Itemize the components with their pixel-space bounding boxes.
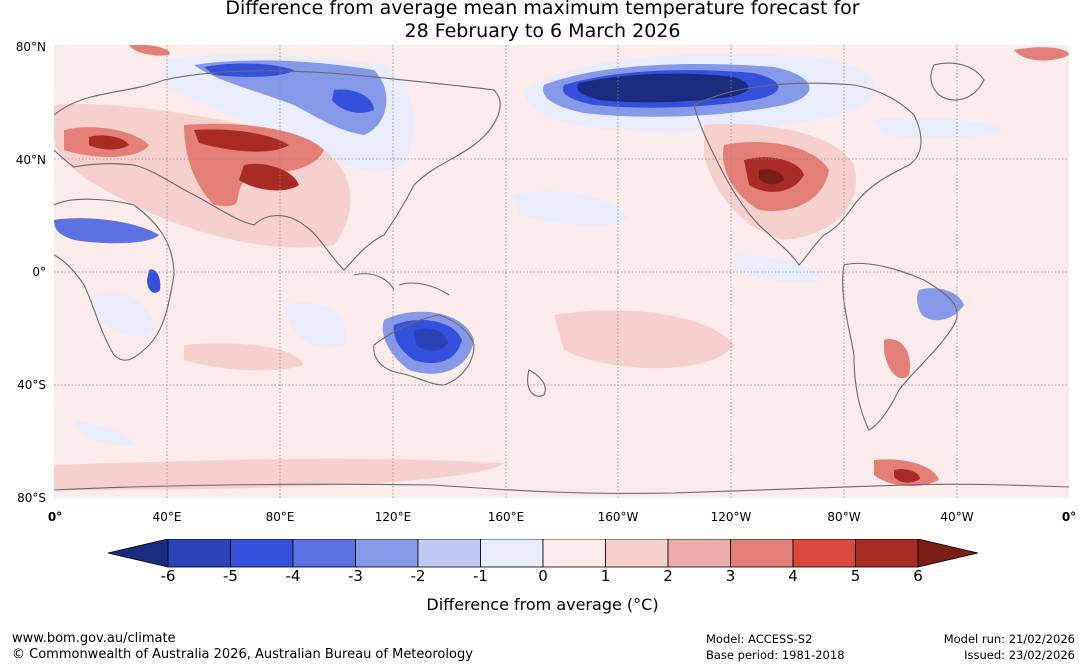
- lat-label-80n: 80°N: [15, 40, 46, 54]
- anomaly-core-central-asia: [194, 129, 299, 191]
- footer-copyright: © Commonwealth of Australia 2026, Austra…: [12, 647, 473, 662]
- colorbar-segment: [167, 539, 231, 568]
- colorbar-extend-low: [108, 539, 169, 568]
- lat-label-0: 0°: [32, 265, 46, 279]
- anomaly-core-australia: [414, 328, 448, 351]
- coastline-greenland: [930, 62, 985, 101]
- footer-model: Model: ACCESS-S2: [706, 632, 813, 646]
- anomaly-patch-pacific-sw: [734, 255, 824, 282]
- footer-issued: Issued: 23/02/2026: [964, 648, 1075, 662]
- footer-url: www.bom.gov.au/climate: [12, 631, 176, 646]
- coastlines: [54, 62, 1069, 494]
- map-title-line1: Difference from average mean maximum tem…: [225, 0, 860, 19]
- colorbar-segment: [605, 539, 669, 568]
- colorbar-tick-label: -2: [410, 567, 426, 585]
- colorbar-tick-label: 4: [788, 567, 798, 585]
- anomaly-patch-east-africa: [147, 269, 161, 293]
- anomaly-patch-southern-ocean: [54, 458, 504, 490]
- lon-label-40w: 40°W: [940, 510, 974, 524]
- anomaly-patch-indian-ocean: [184, 343, 304, 371]
- colorbar-tick-label: 1: [600, 567, 611, 585]
- graticule: [54, 45, 1069, 498]
- colorbar-segment: [417, 539, 481, 568]
- colorbar-tick-label: -6: [160, 567, 176, 585]
- colorbar-title: Difference from average (°C): [426, 595, 659, 614]
- coastline-europe-asia: [54, 70, 501, 271]
- footer-base-period: Base period: 1981-2018: [706, 648, 845, 662]
- colorbar-tick-label: 2: [663, 567, 673, 585]
- temperature-anomaly-map: [54, 45, 1069, 498]
- anomaly-patch-atlantic: [874, 117, 1004, 139]
- colorbar-segment: [730, 539, 794, 568]
- map-canvas: [54, 45, 1069, 498]
- lat-label-40n: 40°N: [15, 153, 46, 167]
- colorbar-tick-label: -1: [473, 567, 488, 585]
- lon-label-80w: 80°W: [827, 510, 861, 524]
- colorbar-extend-high: [917, 539, 978, 568]
- coastline-south-america: [842, 262, 958, 431]
- colorbar-tick-label: 3: [725, 567, 736, 585]
- lon-label-40e: 40°E: [152, 510, 182, 524]
- lon-label-160w: 160°W: [597, 510, 639, 524]
- anomaly-core-siberia: [204, 63, 374, 113]
- anomaly-patch-siberia-moderate: [194, 60, 387, 135]
- coastline-north-america: [693, 82, 922, 266]
- lon-label-80e: 80°E: [265, 510, 295, 524]
- anomaly-patch-africa-cold: [54, 218, 159, 244]
- coastline-antarctica: [54, 483, 1069, 494]
- anomaly-patch-pacific-south: [554, 310, 734, 369]
- colorbar-segment: [292, 539, 356, 568]
- anomaly-patch-tropical-pacific: [514, 191, 629, 226]
- lon-label-120w: 120°W: [710, 510, 752, 524]
- coastline-new-zealand: [527, 369, 546, 397]
- colorbar: [108, 539, 978, 568]
- coastline-maritime-continent: [353, 273, 450, 296]
- colorbar-tick-label: -4: [285, 567, 301, 585]
- colorbar-segment: [355, 539, 419, 568]
- lon-label-0-right: 0°: [1061, 510, 1077, 524]
- colorbar-tick-label: 6: [913, 567, 923, 585]
- colorbar-segment: [542, 539, 606, 568]
- colorbar-segment: [855, 539, 919, 568]
- colorbar-tick-label: 5: [850, 567, 861, 585]
- anomaly-patch-eastern-brazil: [917, 288, 964, 321]
- anomaly-core-southern-usa-center: [759, 169, 784, 185]
- anomaly-patch-south-atlantic: [74, 420, 134, 446]
- map-title-line2: 28 February to 6 March 2026: [404, 20, 681, 42]
- colorbar-segment: [667, 539, 731, 568]
- anomaly-core-eastern-europe: [89, 135, 129, 150]
- lat-label-80s: 80°S: [17, 491, 46, 505]
- anomaly-patch-south-pacific: [284, 302, 346, 348]
- colorbar-tick-label: -3: [348, 567, 363, 585]
- colorbar-tick-label: 0: [538, 567, 548, 585]
- anomaly-core-canada: [577, 73, 749, 103]
- colorbar-segment: [480, 539, 544, 568]
- coastline-africa: [54, 198, 175, 361]
- lon-label-0-left: 0°: [47, 510, 63, 524]
- anomaly-patch-africa-west: [94, 291, 154, 336]
- lon-label-120e: 120°E: [374, 510, 412, 524]
- colorbar-tick-label: -5: [223, 567, 238, 585]
- map-title: Difference from average mean maximum tem…: [0, 0, 1085, 43]
- footer-model-run: Model run: 21/02/2026: [943, 632, 1075, 646]
- anomaly-core-antarctic-peninsula: [894, 469, 920, 483]
- colorbar-segment: [792, 539, 856, 568]
- coastline-australia: [373, 314, 475, 386]
- colorbar-segment: [230, 539, 294, 568]
- lon-label-160e: 160°E: [487, 510, 525, 524]
- anomaly-patch-southern-south-america: [884, 339, 910, 379]
- lat-label-40s: 40°S: [17, 378, 46, 392]
